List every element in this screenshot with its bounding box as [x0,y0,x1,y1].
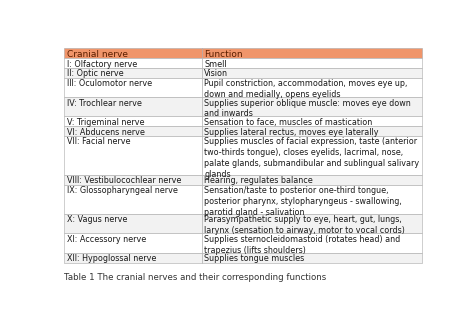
Text: II: Optic nerve: II: Optic nerve [66,69,123,78]
Bar [202,77,422,97]
Text: VII: Facial nerve: VII: Facial nerve [66,138,130,147]
Bar [64,68,202,77]
Text: I: Olfactory nerve: I: Olfactory nerve [66,59,137,68]
Bar [64,185,202,214]
Text: Sensation to face, muscles of mastication: Sensation to face, muscles of masticatio… [204,118,373,127]
Bar [202,214,422,233]
Bar [64,175,202,185]
Bar [202,185,422,214]
Bar [64,136,202,175]
Text: III: Oculomotor nerve: III: Oculomotor nerve [66,79,152,88]
Bar [202,253,422,263]
Text: Cranial nerve: Cranial nerve [66,50,128,59]
Bar [64,233,202,253]
Bar [64,214,202,233]
Bar [202,175,422,185]
Bar [64,117,202,126]
Text: Supplies lateral rectus, moves eye laterally: Supplies lateral rectus, moves eye later… [204,128,379,137]
Bar [202,233,422,253]
Text: Pupil constriction, accommodation, moves eye up,
down and medially, opens eyelid: Pupil constriction, accommodation, moves… [204,79,408,99]
Bar [64,58,202,68]
Bar [64,97,202,117]
Bar [202,58,422,68]
Bar [64,77,202,97]
Bar [202,48,422,58]
Bar [202,126,422,136]
Bar [202,68,422,77]
Text: Hearing, regulates balance: Hearing, regulates balance [204,176,313,185]
Bar [202,117,422,126]
Bar [64,253,202,263]
Bar [64,48,202,58]
Text: V: Trigeminal nerve: V: Trigeminal nerve [66,118,144,127]
Text: Table 1 The cranial nerves and their corresponding functions: Table 1 The cranial nerves and their cor… [64,273,326,282]
Text: VIII: Vestibulocochlear nerve: VIII: Vestibulocochlear nerve [66,176,181,185]
Text: X: Vagus nerve: X: Vagus nerve [66,215,127,224]
Text: Supplies muscles of facial expression, taste (anterior
two-thirds tongue), close: Supplies muscles of facial expression, t… [204,138,419,179]
Bar [202,97,422,117]
Text: Sensation/taste to posterior one-third tongue,
posterior pharynx, stylopharyngeu: Sensation/taste to posterior one-third t… [204,186,402,217]
Text: Smell: Smell [204,59,227,68]
Text: XII: Hypoglossal nerve: XII: Hypoglossal nerve [66,255,156,263]
Text: Supplies superior oblique muscle: moves eye down
and inwards: Supplies superior oblique muscle: moves … [204,99,411,118]
Text: Parasympathetic supply to eye, heart, gut, lungs,
larynx (sensation to airway, m: Parasympathetic supply to eye, heart, gu… [204,215,405,235]
Text: Supplies sternocleidomastoid (rotates head) and
trapezius (lifts shoulders): Supplies sternocleidomastoid (rotates he… [204,235,401,255]
Text: IX: Glossopharyngeal nerve: IX: Glossopharyngeal nerve [66,186,177,195]
Text: VI: Abducens nerve: VI: Abducens nerve [66,128,145,137]
Bar [202,136,422,175]
Text: IV: Trochlear nerve: IV: Trochlear nerve [66,99,141,108]
Bar [64,126,202,136]
Text: Function: Function [204,50,243,59]
Text: Vision: Vision [204,69,228,78]
Text: XI: Accessory nerve: XI: Accessory nerve [66,235,146,244]
Text: Supplies tongue muscles: Supplies tongue muscles [204,255,305,263]
